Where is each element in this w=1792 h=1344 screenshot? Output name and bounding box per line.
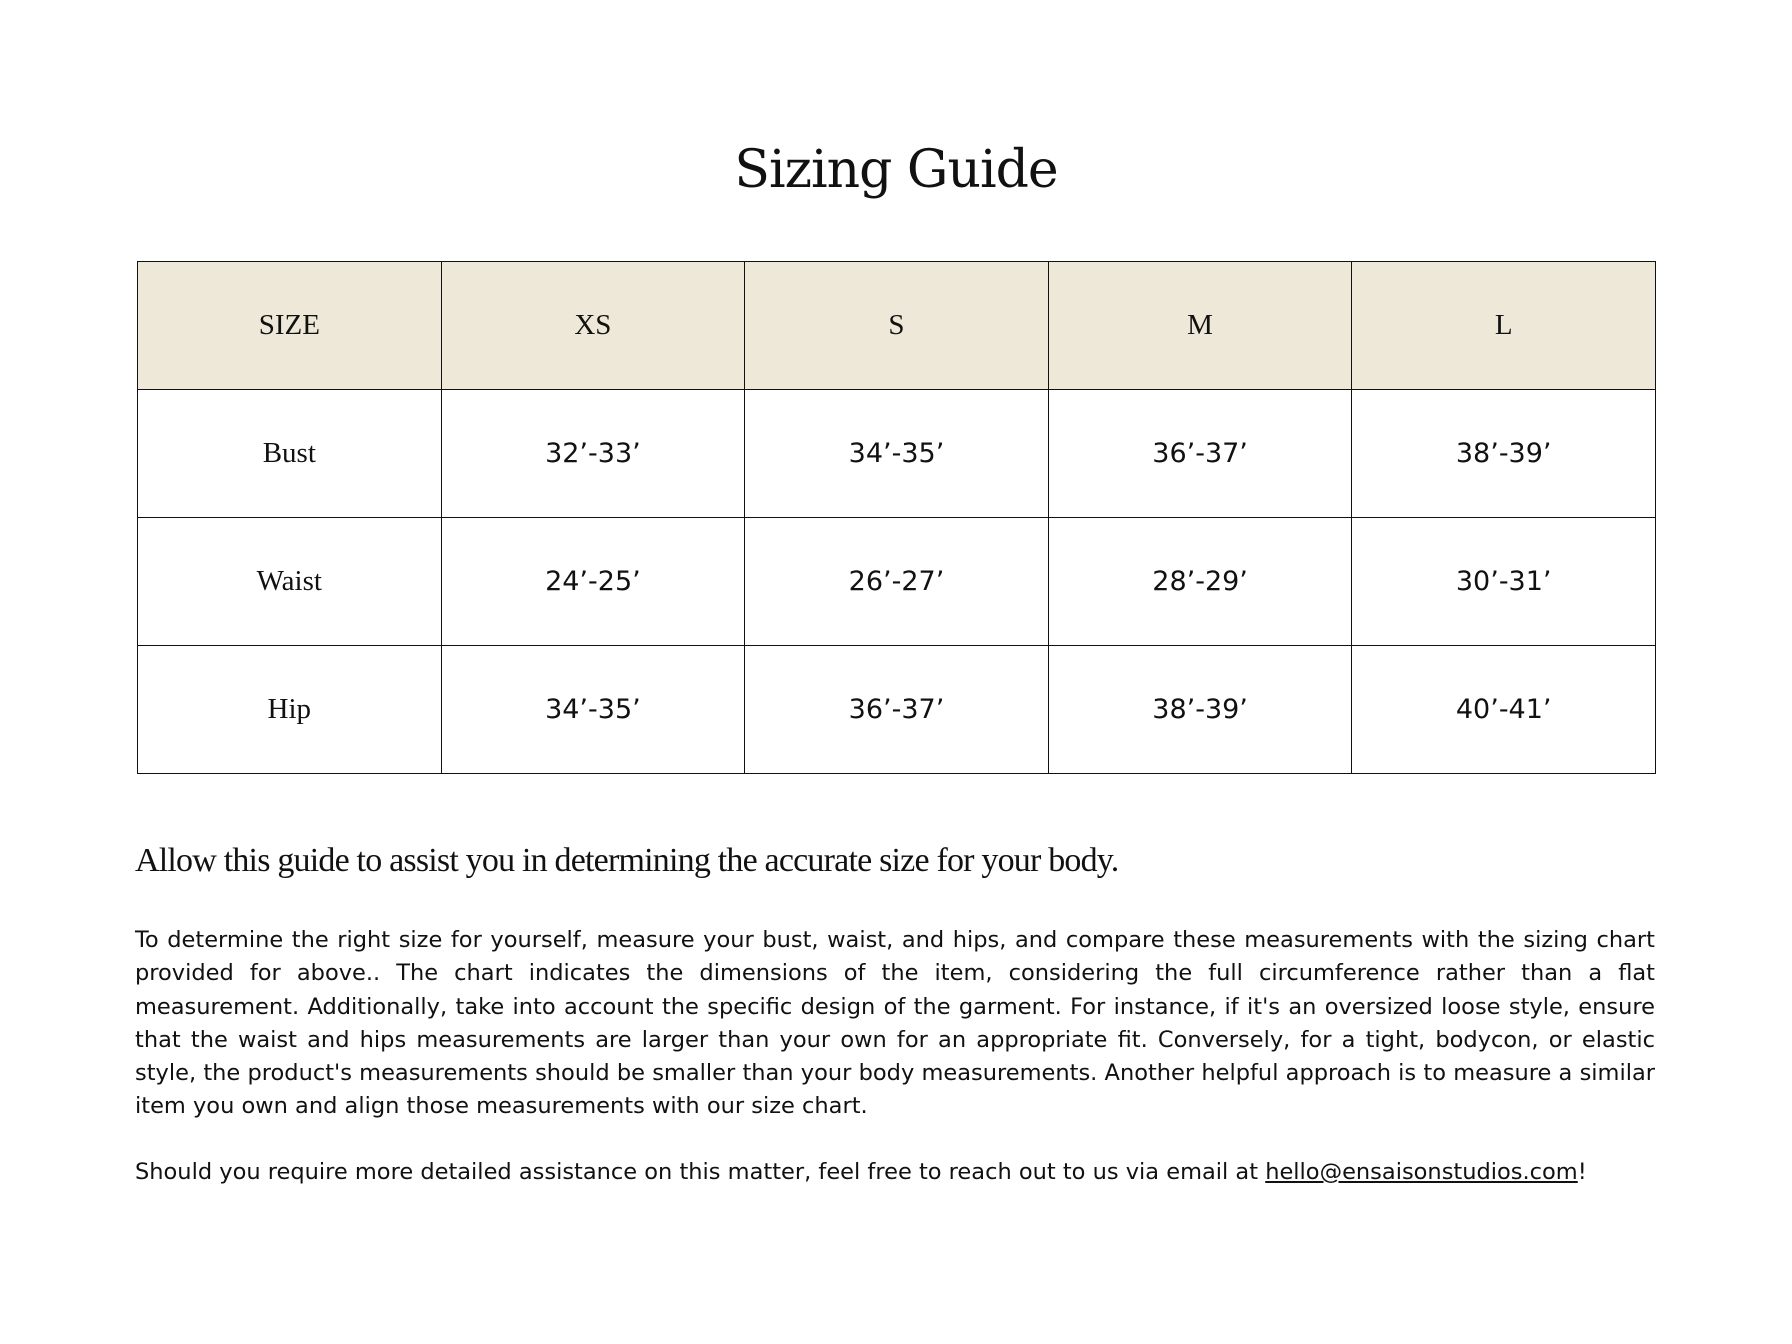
header-size: SIZE [137,261,442,390]
sizing-table: SIZE XS S M L Bust 32’-33’ 34’-35’ 36’-3… [137,261,1656,774]
cell-value: 28’-29’ [1047,517,1353,646]
row-label: Hip [137,645,442,774]
cell-value: 32’-33’ [440,389,746,518]
cell-value: 34’-35’ [440,645,746,774]
page-title: Sizing Guide [734,140,1058,200]
cell-value: 34’-35’ [744,389,1049,518]
table-row-bust: Bust 32’-33’ 34’-35’ 36’-37’ 38’-39’ [137,389,1656,518]
cell-value: 38’-39’ [1047,645,1353,774]
instructions-paragraph: To determine the right size for yourself… [135,927,1655,1120]
row-label: Bust [137,389,442,518]
header-s: S [744,261,1049,390]
cell-value: 26’-27’ [744,517,1049,646]
table-header-row: SIZE XS S M L [137,261,1656,390]
contact-text: Should you require more detailed assista… [135,1159,1266,1185]
cell-value: 36’-37’ [744,645,1049,774]
contact-suffix: ! [1577,1159,1587,1185]
header-l: L [1351,261,1656,390]
email-link[interactable]: hello@ensaisonstudios.com [1265,1159,1578,1185]
header-m: M [1047,261,1353,390]
cell-value: 40’-41’ [1351,645,1656,774]
cell-value: 24’-25’ [440,517,746,646]
cell-value: 30’-31’ [1351,517,1656,646]
subtitle: Allow this guide to assist you in determ… [135,842,1119,879]
contact-paragraph: Should you require more detailed assista… [135,1156,1655,1189]
header-xs: XS [440,261,746,390]
table-row-waist: Waist 24’-25’ 26’-27’ 28’-29’ 30’-31’ [137,517,1656,646]
row-label: Waist [137,517,442,646]
cell-value: 36’-37’ [1047,389,1353,518]
cell-value: 38’-39’ [1351,389,1656,518]
table-row-hip: Hip 34’-35’ 36’-37’ 38’-39’ 40’-41’ [137,645,1656,774]
